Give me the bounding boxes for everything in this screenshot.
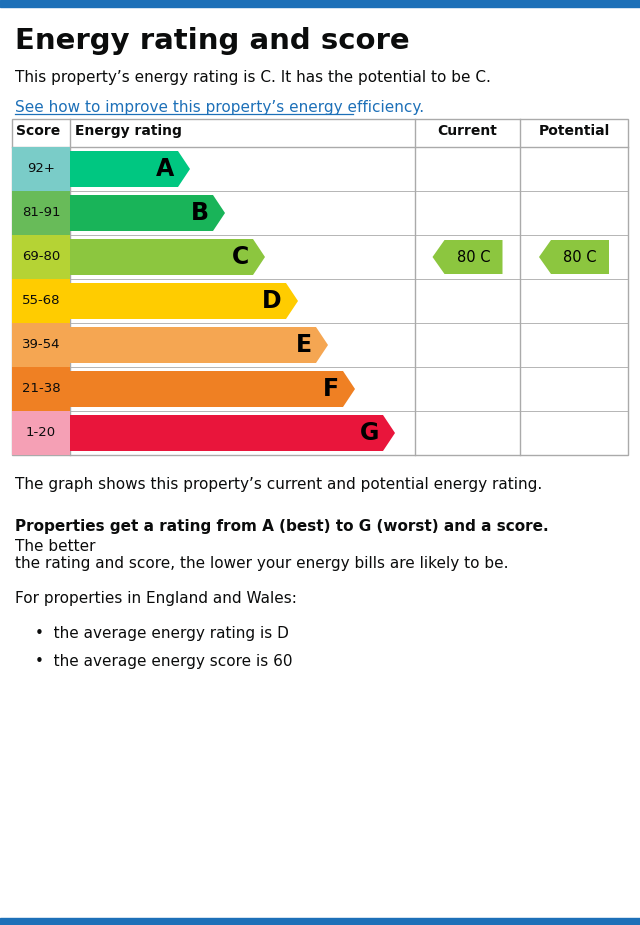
Polygon shape xyxy=(70,151,190,187)
Polygon shape xyxy=(70,195,225,231)
Text: The graph shows this property’s current and potential energy rating.: The graph shows this property’s current … xyxy=(15,477,542,492)
Text: A: A xyxy=(156,157,174,181)
Polygon shape xyxy=(70,415,395,451)
Bar xyxy=(0,918,640,925)
Text: F: F xyxy=(323,377,339,401)
Text: C: C xyxy=(232,245,249,269)
Text: Energy rating and score: Energy rating and score xyxy=(15,27,410,55)
Text: •  the average energy score is 60: • the average energy score is 60 xyxy=(35,654,292,669)
Polygon shape xyxy=(433,240,502,274)
Text: For properties in England and Wales:: For properties in England and Wales: xyxy=(15,591,297,606)
Text: 92+: 92+ xyxy=(27,163,55,176)
Text: 81-91: 81-91 xyxy=(22,206,60,219)
Text: The better
the rating and score, the lower your energy bills are likely to be.: The better the rating and score, the low… xyxy=(15,539,509,572)
Bar xyxy=(12,323,70,367)
Bar xyxy=(12,367,70,411)
Polygon shape xyxy=(70,283,298,319)
Bar xyxy=(12,119,628,455)
Text: See how to improve this property’s energy efficiency.: See how to improve this property’s energ… xyxy=(15,100,424,115)
Text: E: E xyxy=(296,333,312,357)
Text: 39-54: 39-54 xyxy=(22,339,60,352)
Text: Current: Current xyxy=(438,124,497,138)
Polygon shape xyxy=(539,240,609,274)
Text: G: G xyxy=(360,421,379,445)
Bar xyxy=(12,147,70,191)
Text: B: B xyxy=(191,201,209,225)
Text: Score: Score xyxy=(16,124,60,138)
Polygon shape xyxy=(70,371,355,407)
Text: 69-80: 69-80 xyxy=(22,251,60,264)
Text: Energy rating: Energy rating xyxy=(75,124,182,138)
Text: Potential: Potential xyxy=(538,124,610,138)
Polygon shape xyxy=(70,327,328,363)
Text: D: D xyxy=(262,289,282,313)
Text: •  the average energy rating is D: • the average energy rating is D xyxy=(35,626,289,641)
Bar xyxy=(12,235,70,279)
Bar xyxy=(12,279,70,323)
Bar xyxy=(12,191,70,235)
Text: 1-20: 1-20 xyxy=(26,426,56,439)
Polygon shape xyxy=(70,239,265,275)
Bar xyxy=(12,411,70,455)
Text: 55-68: 55-68 xyxy=(22,294,60,307)
Text: This property’s energy rating is C. It has the potential to be C.: This property’s energy rating is C. It h… xyxy=(15,70,491,85)
Text: 21-38: 21-38 xyxy=(22,383,60,396)
Text: Properties get a rating from A (best) to G (worst) and a score.: Properties get a rating from A (best) to… xyxy=(15,519,548,534)
Text: 80 C: 80 C xyxy=(563,250,596,265)
Text: 80 C: 80 C xyxy=(457,250,490,265)
Bar xyxy=(0,0,640,7)
